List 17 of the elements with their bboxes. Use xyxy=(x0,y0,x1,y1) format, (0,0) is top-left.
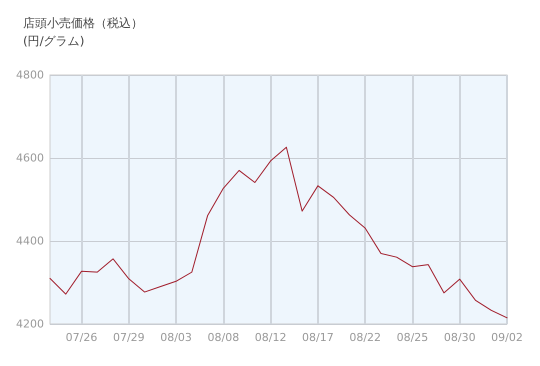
y-tick-label: 4400 xyxy=(16,234,44,248)
y-tick-label: 4600 xyxy=(16,152,44,164)
x-tick-label: 08/30 xyxy=(444,331,476,344)
chart-title: 店頭小売価格（税込） xyxy=(23,16,143,30)
y-tick-label: 4800 xyxy=(16,68,44,82)
x-tick-label: 08/22 xyxy=(349,331,382,344)
x-tick-label: 08/25 xyxy=(396,331,428,344)
x-tick-label: 08/12 xyxy=(254,331,286,344)
x-tick-label: 07/26 xyxy=(66,331,98,344)
line-series xyxy=(50,146,508,318)
x-tick-label: 08/03 xyxy=(160,331,192,344)
y-tick-label: 4200 xyxy=(16,318,44,330)
x-tick-label: 09/02 xyxy=(491,331,523,344)
x-tick-label: 08/17 xyxy=(302,331,334,344)
x-tick-label: 07/29 xyxy=(112,331,145,344)
chart-subtitle: (円/グラム) xyxy=(23,34,84,48)
x-tick-label: 08/08 xyxy=(207,331,240,344)
